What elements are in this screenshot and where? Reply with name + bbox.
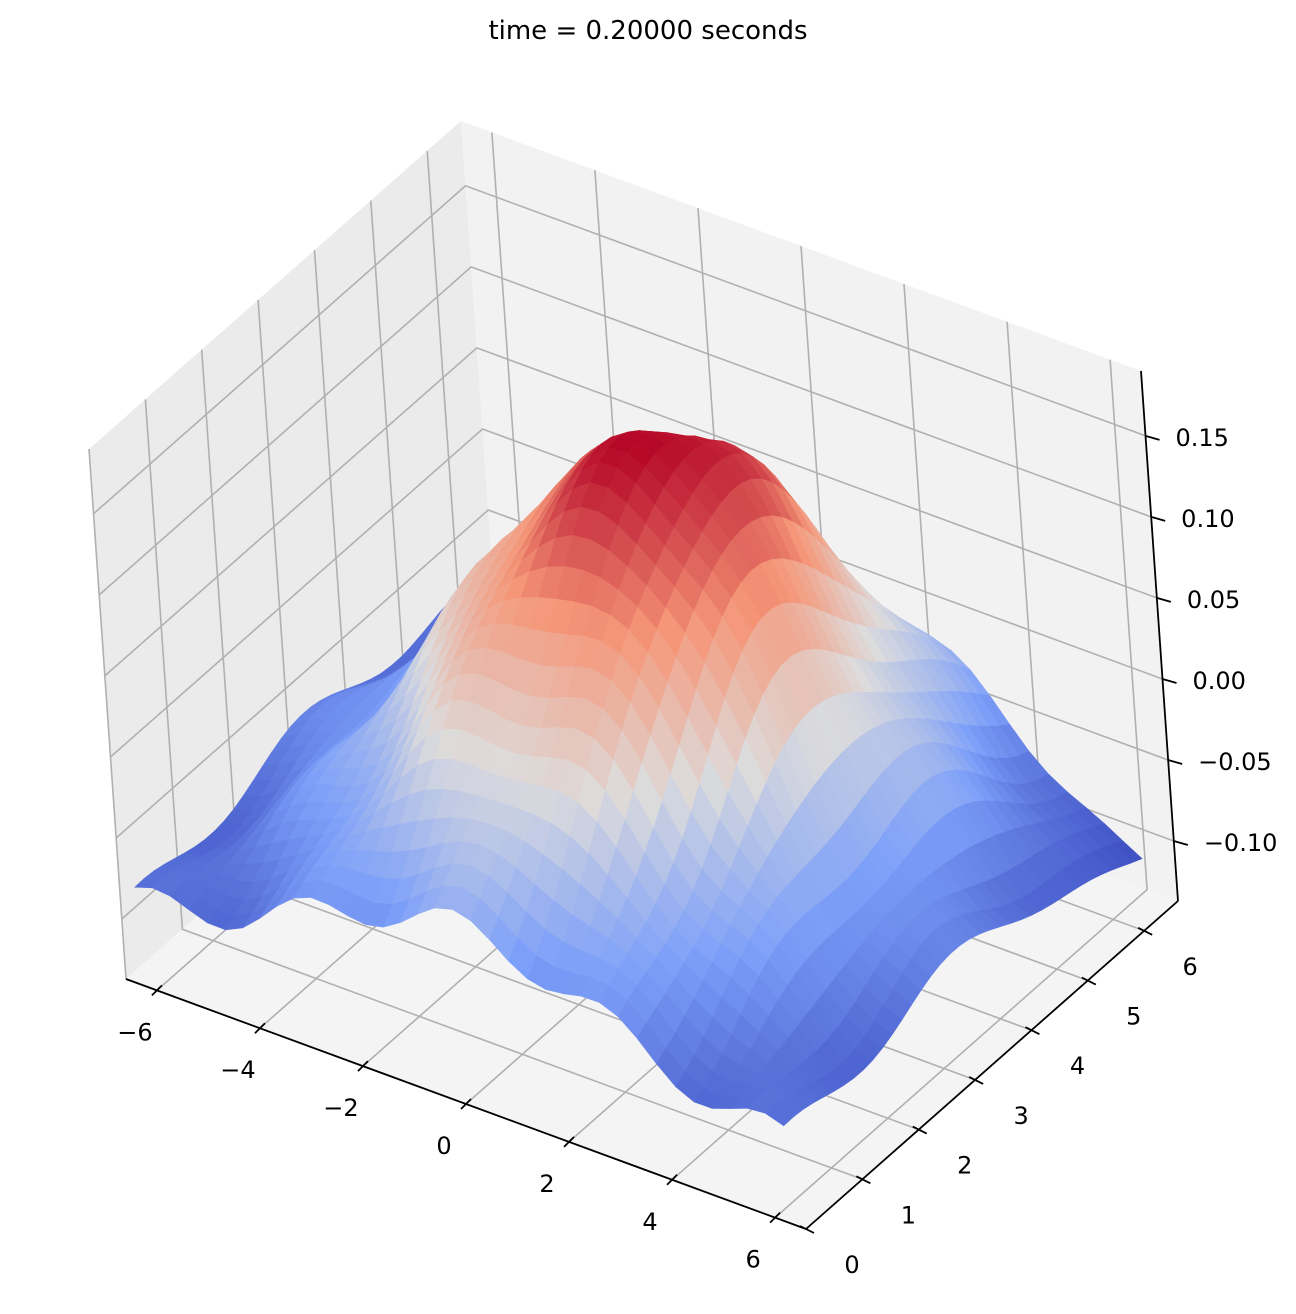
y-tick-label: 2 <box>957 1152 972 1180</box>
left-pane <box>89 121 498 979</box>
y-tick-label: 1 <box>901 1201 916 1229</box>
y-tick <box>1137 927 1153 936</box>
y-tick-label: 4 <box>1070 1052 1085 1080</box>
axis-ticks: −6 −4 −2 0 2 4 6 0 1 2 3 4 5 6 −0.10 −0.05 0.00 0.05 0.10 0… <box>117 424 1277 1279</box>
x-tick <box>254 1022 266 1034</box>
y-tick <box>1081 976 1097 986</box>
y-tick <box>968 1076 984 1085</box>
y-tick-label: 5 <box>1126 1003 1141 1031</box>
chart-title: time = 0.20000 seconds <box>488 16 808 46</box>
z-grid-line <box>109 428 1163 758</box>
z-tick <box>1173 840 1189 846</box>
x-tick-label: −2 <box>323 1094 358 1122</box>
x-tick-label: −4 <box>220 1056 255 1084</box>
x-tick <box>357 1060 369 1072</box>
y-tick <box>912 1125 928 1135</box>
z-axis-line <box>1140 370 1179 902</box>
y-tick <box>799 1225 815 1234</box>
z-tick-label: −0.05 <box>1198 748 1272 776</box>
z-tick <box>1162 678 1177 684</box>
z-grid-line <box>104 346 1158 677</box>
x-tick-label: −6 <box>117 1018 152 1046</box>
y-axis-line <box>805 900 1179 1230</box>
y-tick-label: 3 <box>1013 1102 1028 1130</box>
y-tick <box>1025 1026 1040 1036</box>
x-tick-label: 6 <box>745 1246 760 1274</box>
surface-mesh <box>133 430 1143 1127</box>
x-tick-label: 2 <box>539 1170 554 1198</box>
z-tick <box>1156 597 1172 603</box>
z-grid-line <box>92 184 1146 515</box>
z-tick <box>1150 516 1166 522</box>
x-tick <box>460 1098 472 1110</box>
z-tick <box>1167 759 1183 765</box>
y-tick <box>855 1175 871 1185</box>
x-tick-label: 4 <box>642 1208 657 1236</box>
z-grid-line <box>98 265 1152 596</box>
x-tick <box>151 984 163 997</box>
x-tick-label: 0 <box>436 1132 451 1160</box>
surface-patch <box>764 1103 795 1127</box>
z-tick-label: 0.10 <box>1181 505 1234 533</box>
y-tick-label: 0 <box>844 1251 859 1279</box>
x-tick <box>769 1211 781 1224</box>
z-tick-label: 0.15 <box>1176 424 1229 452</box>
z-tick-label: −0.10 <box>1204 829 1278 857</box>
z-tick-label: 0.00 <box>1192 667 1245 695</box>
z-tick <box>1145 434 1160 441</box>
z-tick-label: 0.05 <box>1187 586 1240 614</box>
y-tick-label: 6 <box>1183 953 1198 981</box>
x-tick <box>563 1136 575 1148</box>
x-tick <box>666 1174 678 1186</box>
x-grid-line <box>774 359 1148 1219</box>
y-grid-line <box>144 399 863 1181</box>
